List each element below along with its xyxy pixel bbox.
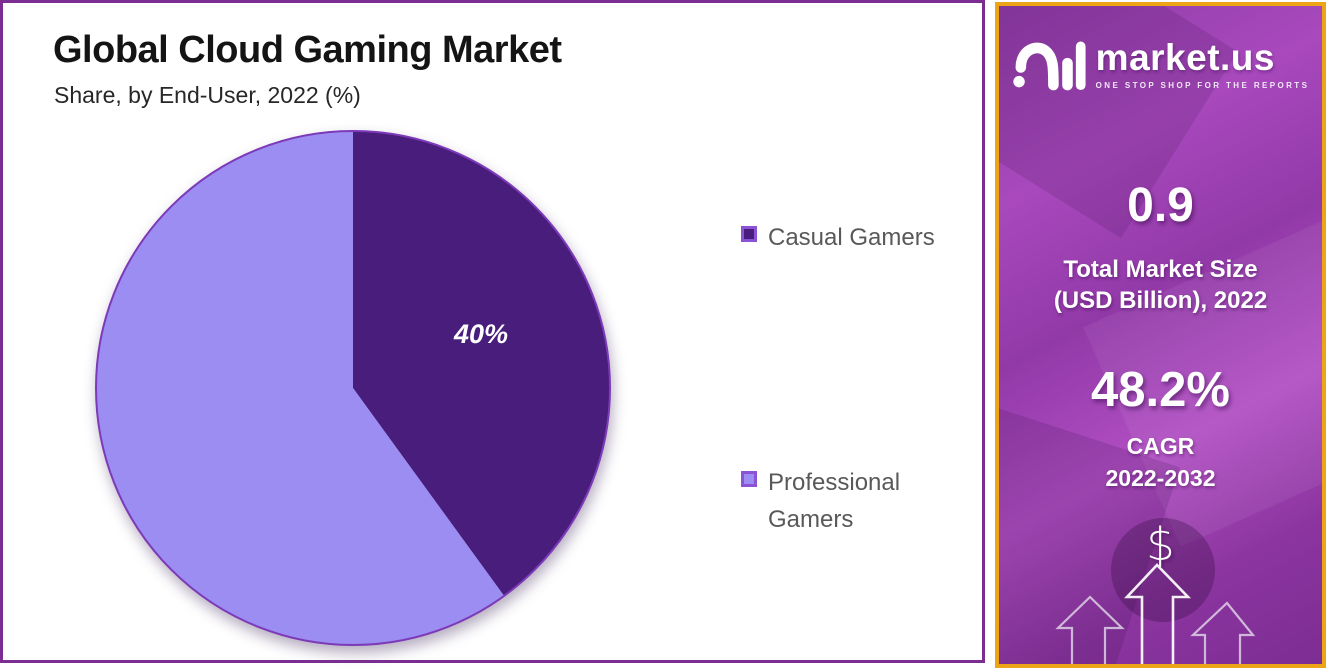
cagr-label-line2: 2022-2032 <box>1105 465 1216 492</box>
brand-logo: market.us ONE STOP SHOP FOR THE REPORTS <box>999 33 1322 95</box>
market-size-label-line1: Total Market Size <box>1063 256 1258 283</box>
legend-label-casual-gamers: Casual Gamers <box>768 224 935 251</box>
sidebar: market.us ONE STOP SHOP FOR THE REPORTS … <box>995 2 1326 668</box>
pie-slice-casual-gamers <box>353 131 611 596</box>
page-subtitle: Share, by End-User, 2022 (%) <box>54 82 361 108</box>
brand-tagline: ONE STOP SHOP FOR THE REPORTS <box>1095 80 1310 90</box>
dollar-symbol: $ <box>1146 518 1175 571</box>
legend-swatch-casual-gamers <box>741 226 757 242</box>
growth-arrows-icon <box>1055 563 1256 664</box>
legend-swatch-professional-gamers <box>741 471 757 487</box>
pie-chart <box>95 130 611 646</box>
cagr-label-line1: CAGR <box>1126 433 1195 459</box>
cagr-value: 48.2% <box>1091 363 1230 417</box>
market-size-label: Total Market Size (USD Billion), 2022 <box>999 254 1322 316</box>
cagr-label: CAGR 2022-2032 <box>999 430 1322 494</box>
pie-data-label: 40% <box>453 319 509 349</box>
market-size-label-line2: (USD Billion), 2022 <box>1053 287 1268 315</box>
pie-rim <box>95 130 611 646</box>
legend-item-professional-gamers: Professional Gamers <box>741 464 973 538</box>
legend-label-professional-gamers: Professional Gamers <box>768 469 901 534</box>
market-size-value: 0.9 <box>1127 179 1194 232</box>
brand-name: market.us <box>1095 36 1275 78</box>
legend-item-casual-gamers: Casual Gamers <box>741 219 973 256</box>
chart-panel: Global Cloud Gaming Market Share, by End… <box>0 0 985 663</box>
marketus-logo-icon <box>1012 41 1086 91</box>
pie-slice-professional-gamers <box>96 131 505 645</box>
page-title: Global Cloud Gaming Market <box>53 29 562 71</box>
